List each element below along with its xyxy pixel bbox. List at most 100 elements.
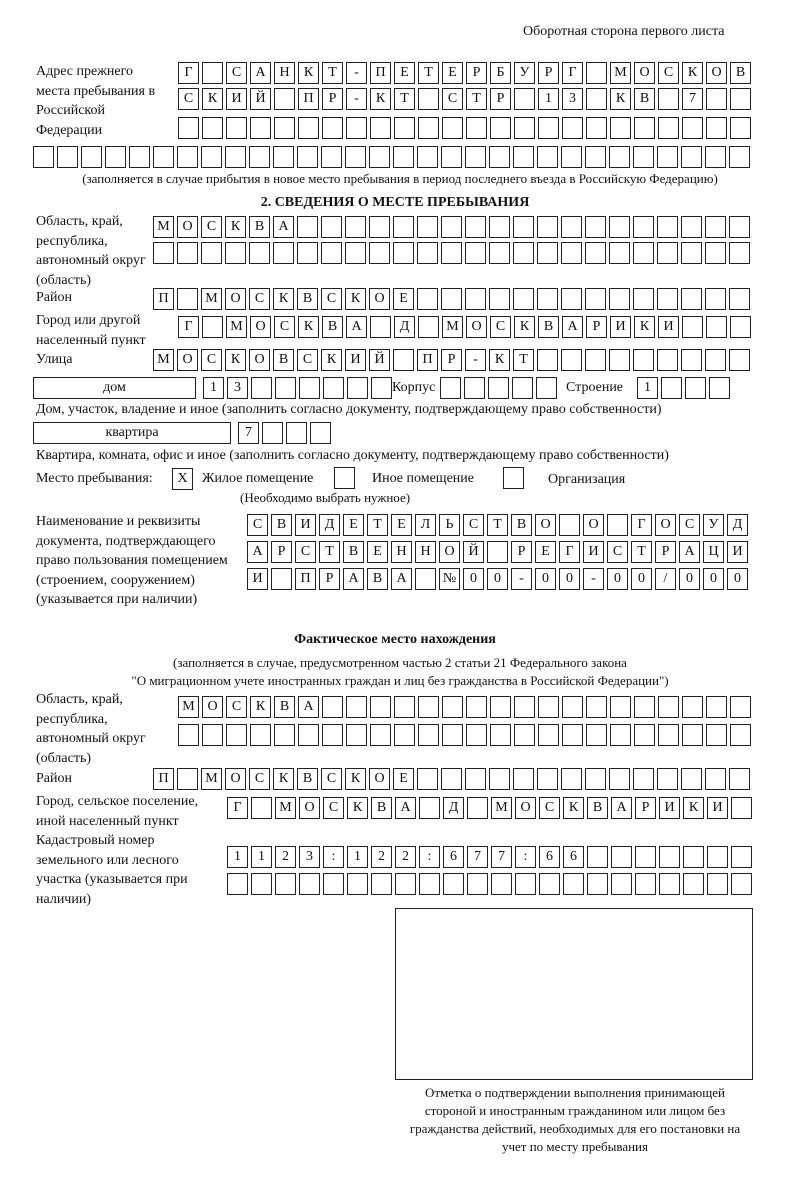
char-box[interactable]	[275, 377, 296, 399]
char-box[interactable]: Е	[393, 768, 414, 790]
char-box[interactable]: В	[297, 288, 318, 310]
char-box[interactable]	[681, 288, 702, 310]
char-box[interactable]: О	[299, 797, 320, 819]
char-box[interactable]	[419, 873, 440, 895]
char-box[interactable]	[442, 117, 463, 139]
char-box[interactable]: Т	[394, 88, 415, 110]
char-box[interactable]	[347, 377, 368, 399]
char-box[interactable]	[681, 768, 702, 790]
char-box[interactable]: К	[273, 288, 294, 310]
char-box[interactable]: С	[658, 62, 679, 84]
char-box[interactable]	[393, 146, 414, 168]
char-box[interactable]: А	[343, 568, 364, 590]
char-box[interactable]	[561, 349, 582, 371]
char-box[interactable]	[178, 117, 199, 139]
char-box[interactable]	[274, 88, 295, 110]
char-box[interactable]	[706, 724, 727, 746]
stay-option-other-checkbox[interactable]	[334, 467, 355, 489]
char-box[interactable]	[537, 146, 558, 168]
char-box[interactable]	[322, 117, 343, 139]
char-box[interactable]: :	[515, 846, 536, 868]
char-box[interactable]: В	[634, 88, 655, 110]
char-box[interactable]	[443, 873, 464, 895]
char-box[interactable]: 3	[299, 846, 320, 868]
char-box[interactable]	[729, 216, 750, 238]
house-type-field[interactable]: дом	[33, 377, 196, 399]
char-box[interactable]	[729, 242, 750, 264]
char-box[interactable]: 2	[275, 846, 296, 868]
char-box[interactable]: Д	[394, 316, 415, 338]
char-box[interactable]: Д	[443, 797, 464, 819]
flat-type-field[interactable]: квартира	[33, 422, 231, 444]
char-box[interactable]	[297, 146, 318, 168]
char-box[interactable]	[251, 797, 272, 819]
char-box[interactable]: К	[225, 216, 246, 238]
char-box[interactable]: Г	[559, 541, 580, 563]
char-box[interactable]	[538, 724, 559, 746]
char-box[interactable]	[515, 873, 536, 895]
char-box[interactable]	[202, 724, 223, 746]
char-box[interactable]	[345, 146, 366, 168]
char-box[interactable]	[419, 797, 440, 819]
char-box[interactable]: Е	[367, 541, 388, 563]
char-box[interactable]	[682, 316, 703, 338]
char-box[interactable]	[685, 377, 706, 399]
char-box[interactable]	[417, 242, 438, 264]
char-box[interactable]	[586, 88, 607, 110]
char-box[interactable]: 0	[727, 568, 748, 590]
char-box[interactable]	[202, 62, 223, 84]
char-box[interactable]: К	[345, 288, 366, 310]
char-box[interactable]	[561, 146, 582, 168]
char-box[interactable]: 1	[538, 88, 559, 110]
char-box[interactable]: Г	[178, 316, 199, 338]
char-box[interactable]: О	[369, 288, 390, 310]
char-box[interactable]: И	[583, 541, 604, 563]
char-box[interactable]	[705, 146, 726, 168]
char-box[interactable]	[153, 146, 174, 168]
char-box[interactable]: О	[706, 62, 727, 84]
char-box[interactable]	[658, 696, 679, 718]
char-box[interactable]	[682, 724, 703, 746]
char-box[interactable]	[489, 242, 510, 264]
char-box[interactable]: К	[345, 768, 366, 790]
char-box[interactable]	[346, 696, 367, 718]
char-box[interactable]: 6	[539, 846, 560, 868]
char-box[interactable]	[488, 377, 509, 399]
char-box[interactable]: 1	[203, 377, 224, 399]
char-box[interactable]	[705, 242, 726, 264]
char-box[interactable]	[394, 724, 415, 746]
char-box[interactable]	[634, 724, 655, 746]
char-box[interactable]: М	[201, 768, 222, 790]
char-box[interactable]: Р	[655, 541, 676, 563]
char-box[interactable]	[634, 696, 655, 718]
char-box[interactable]: -	[465, 349, 486, 371]
char-box[interactable]	[585, 768, 606, 790]
char-box[interactable]	[370, 724, 391, 746]
char-box[interactable]	[514, 724, 535, 746]
char-box[interactable]	[731, 846, 752, 868]
char-box[interactable]	[538, 117, 559, 139]
char-box[interactable]: Е	[343, 514, 364, 536]
char-box[interactable]: Ь	[439, 514, 460, 536]
char-box[interactable]	[633, 216, 654, 238]
char-box[interactable]	[657, 242, 678, 264]
char-box[interactable]: А	[391, 568, 412, 590]
char-box[interactable]	[657, 288, 678, 310]
char-box[interactable]: А	[395, 797, 416, 819]
char-box[interactable]	[417, 768, 438, 790]
char-box[interactable]: 3	[562, 88, 583, 110]
char-box[interactable]: О	[177, 349, 198, 371]
char-box[interactable]: А	[679, 541, 700, 563]
char-box[interactable]: О	[225, 288, 246, 310]
char-box[interactable]: Е	[442, 62, 463, 84]
char-box[interactable]: 1	[251, 846, 272, 868]
char-box[interactable]	[730, 696, 751, 718]
char-box[interactable]: М	[275, 797, 296, 819]
char-box[interactable]	[323, 377, 344, 399]
char-box[interactable]	[537, 349, 558, 371]
char-box[interactable]	[415, 568, 436, 590]
char-box[interactable]: К	[273, 768, 294, 790]
char-box[interactable]: О	[655, 514, 676, 536]
char-box[interactable]	[633, 242, 654, 264]
char-box[interactable]	[393, 242, 414, 264]
